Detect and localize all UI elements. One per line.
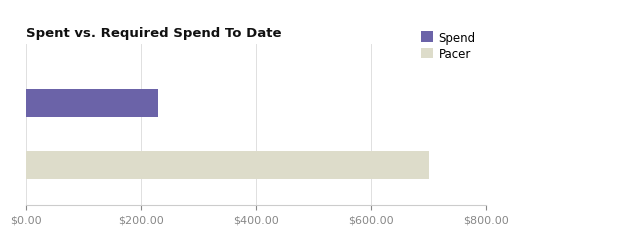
Legend: Spend, Pacer: Spend, Pacer [416, 27, 481, 66]
Bar [26, 90, 158, 117]
Bar [26, 151, 429, 179]
Text: Spent vs. Required Spend To Date: Spent vs. Required Spend To Date [26, 27, 281, 40]
